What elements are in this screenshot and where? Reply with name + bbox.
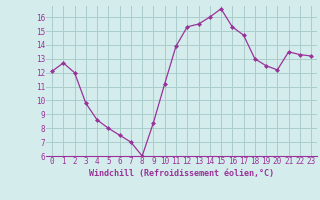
X-axis label: Windchill (Refroidissement éolien,°C): Windchill (Refroidissement éolien,°C) (89, 169, 274, 178)
